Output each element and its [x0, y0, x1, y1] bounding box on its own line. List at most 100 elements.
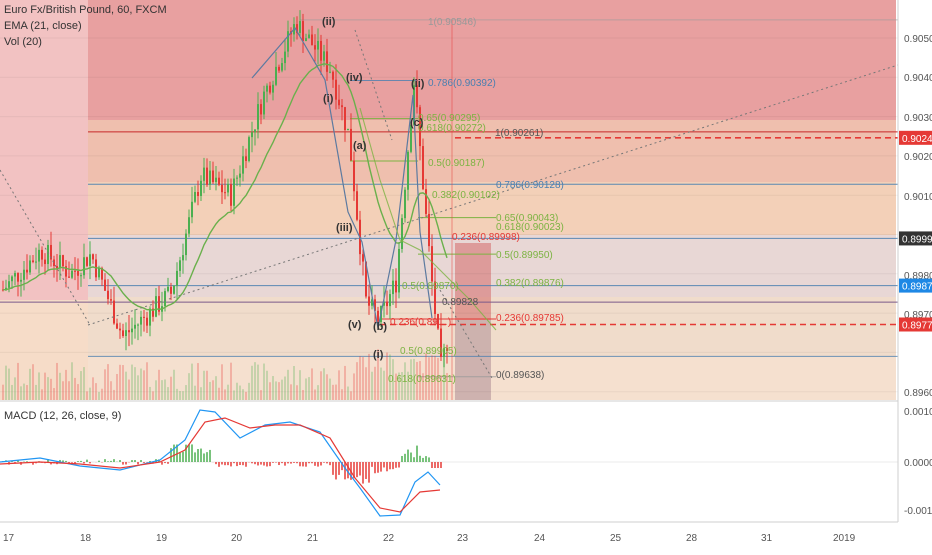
macd-histogram-bar — [137, 462, 139, 464]
candle-body — [143, 317, 145, 318]
macd-histogram-bar — [404, 454, 406, 462]
macd-histogram-bar — [119, 460, 121, 462]
candle-body — [26, 270, 28, 273]
macd-histogram-bar — [224, 462, 226, 465]
macd-tick-label: 0.0000 — [904, 458, 932, 469]
macd-histogram-bar — [383, 462, 385, 467]
macd-histogram-bar — [269, 462, 271, 466]
macd-histogram-bar — [83, 462, 85, 463]
candle-body — [134, 325, 136, 329]
candle-body — [284, 52, 286, 63]
candle-body — [425, 189, 427, 214]
wave-label: (a) — [353, 140, 367, 152]
candle-body — [317, 41, 319, 50]
macd-histogram-bar — [371, 462, 373, 467]
candle-body — [236, 178, 238, 179]
macd-histogram-bar — [200, 449, 202, 462]
volume-bar — [29, 369, 31, 400]
macd-histogram-bar — [368, 462, 370, 483]
candle-body — [119, 329, 121, 331]
volume-bar — [305, 378, 307, 400]
macd-histogram-bar — [197, 449, 199, 462]
volume-bar — [143, 370, 145, 400]
candle-body — [308, 34, 310, 38]
candle-body — [38, 250, 40, 262]
time-tick-label: 2019 — [833, 533, 856, 544]
volume-bar — [230, 363, 232, 400]
ema-legend[interactable]: EMA (21, close) — [4, 20, 82, 33]
macd-histogram-bar — [206, 452, 208, 462]
candle-body — [11, 276, 13, 281]
macd-histogram-bar — [77, 461, 79, 462]
candle-body — [341, 105, 343, 107]
candle-body — [116, 323, 118, 328]
candle-body — [263, 92, 265, 115]
candle-body — [329, 72, 331, 73]
volume-bar — [47, 377, 49, 400]
macd-histogram-bar — [134, 460, 136, 462]
candle-body — [362, 254, 364, 261]
candle-body — [89, 254, 91, 266]
macd-histogram-bar — [344, 462, 346, 479]
volume-bar — [191, 364, 193, 400]
volume-bar — [278, 382, 280, 400]
fib-label: 0.236(0.89785) — [496, 313, 564, 324]
candle-body — [233, 179, 235, 206]
volume-bar — [302, 390, 304, 400]
candle-body — [323, 51, 325, 60]
macd-histogram-bar — [365, 462, 367, 479]
volume-bar — [68, 381, 70, 400]
wave-label: (iv) — [346, 72, 363, 84]
candle-body — [314, 45, 316, 49]
macd-histogram-bar — [434, 462, 436, 468]
candle-body — [200, 181, 202, 196]
candle-body — [275, 67, 277, 85]
volume-bar — [344, 366, 346, 400]
candle-body — [35, 262, 37, 263]
macd-histogram-bar — [326, 462, 328, 463]
volume-bar — [260, 390, 262, 400]
volume-bar — [65, 370, 67, 400]
macd-histogram-bar — [125, 462, 127, 464]
candle-body — [209, 171, 211, 185]
volume-bar — [272, 376, 274, 400]
price-tag-label: 0.90246 — [902, 134, 932, 145]
wave-label: (v) — [348, 319, 362, 331]
time-tick-label: 31 — [761, 533, 773, 544]
macd-histogram-bar — [218, 462, 220, 467]
macd-histogram-bar — [377, 462, 379, 473]
volume-bar — [104, 369, 106, 400]
macd-histogram-bar — [428, 457, 430, 462]
vol-legend[interactable]: Vol (20) — [4, 36, 42, 49]
macd-histogram-bar — [98, 461, 100, 462]
macd-histogram-bar — [104, 459, 106, 462]
macd-histogram-bar — [401, 456, 403, 462]
candle-body — [83, 257, 85, 275]
candle-body — [218, 178, 220, 185]
volume-bar — [98, 392, 100, 400]
volume-bar — [380, 368, 382, 400]
macd-legend[interactable]: MACD (12, 26, close, 9) — [4, 410, 121, 423]
candle-body — [350, 129, 352, 161]
volume-bar — [8, 369, 10, 400]
candle-body — [368, 296, 370, 305]
volume-bar — [32, 364, 34, 400]
candle-body — [125, 330, 127, 336]
macd-histogram-bar — [320, 462, 322, 465]
volume-bar — [233, 390, 235, 400]
fib-label: 0.618(0.89631) — [388, 374, 456, 385]
macd-histogram-bar — [272, 462, 274, 463]
macd-histogram-bar — [122, 462, 124, 465]
volume-bar — [350, 391, 352, 400]
symbol-legend[interactable]: Euro Fx/British Pound, 60, FXCM — [4, 4, 167, 17]
candle-body — [269, 86, 271, 93]
macd-histogram-bar — [302, 462, 304, 466]
macd-histogram-bar — [86, 460, 88, 462]
volume-bar — [353, 373, 355, 400]
fib-label: 0.5(0.90187) — [428, 158, 485, 169]
macd-histogram-bar — [251, 462, 253, 463]
macd-histogram-bar — [395, 462, 397, 468]
time-tick-label: 18 — [80, 533, 92, 544]
